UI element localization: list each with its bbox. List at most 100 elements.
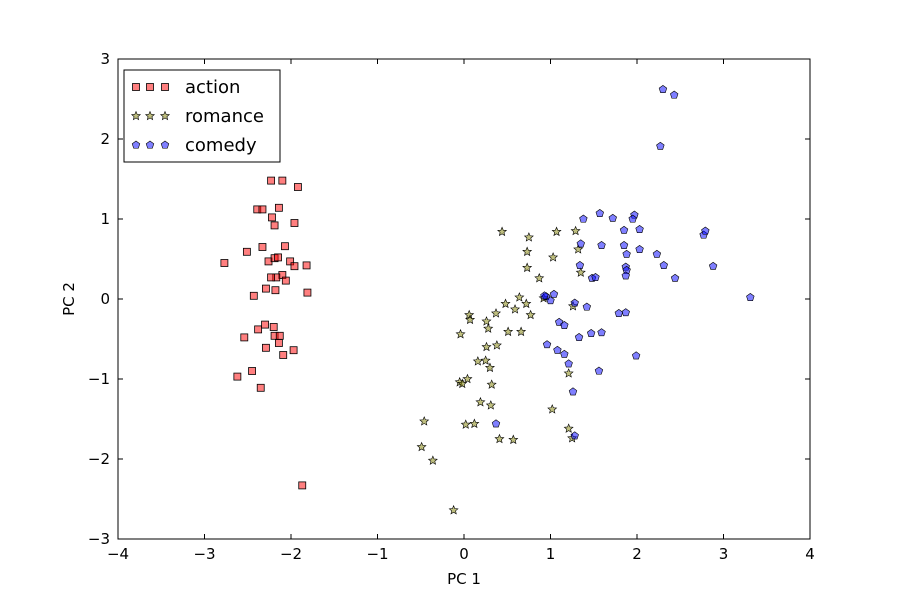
romance-point bbox=[510, 304, 521, 314]
y-tick-label: −1 bbox=[88, 370, 110, 388]
comedy-point bbox=[594, 366, 604, 375]
comedy-point bbox=[591, 273, 600, 281]
romance-point bbox=[419, 416, 430, 426]
action-point bbox=[268, 213, 276, 222]
comedy-point bbox=[574, 333, 584, 341]
action-point bbox=[281, 276, 290, 285]
action-point bbox=[274, 203, 283, 212]
action-point bbox=[275, 331, 284, 340]
romance-point bbox=[460, 419, 471, 429]
action-point bbox=[303, 288, 312, 297]
romance-point bbox=[500, 298, 511, 309]
comedy-point bbox=[570, 431, 579, 440]
comedy-point bbox=[491, 419, 501, 428]
romance-point bbox=[475, 396, 486, 407]
action-point bbox=[262, 284, 270, 293]
action-point bbox=[294, 183, 302, 191]
comedy-point bbox=[597, 328, 606, 337]
comedy-point bbox=[622, 249, 631, 258]
comedy-point bbox=[595, 209, 604, 217]
legend-marker bbox=[146, 83, 154, 91]
romance-point bbox=[469, 418, 480, 429]
romance-point bbox=[457, 378, 468, 389]
action-point bbox=[302, 261, 311, 270]
romance-point bbox=[548, 252, 559, 262]
comedy-point bbox=[670, 90, 679, 99]
x-tick-label: −2 bbox=[280, 545, 302, 563]
comedy-point bbox=[635, 225, 644, 233]
x-tick-label: −1 bbox=[366, 545, 388, 563]
romance-point bbox=[427, 455, 438, 465]
romance-point bbox=[534, 272, 545, 283]
romance-point bbox=[486, 379, 497, 389]
action-point bbox=[242, 247, 251, 256]
comedy-point bbox=[619, 225, 629, 234]
x-tick-label: 1 bbox=[546, 545, 556, 563]
action-point bbox=[248, 367, 256, 375]
comedy-point bbox=[564, 359, 573, 368]
romance-point bbox=[455, 328, 466, 339]
romance-point bbox=[491, 340, 502, 350]
comedy-point bbox=[579, 214, 588, 223]
romance-point bbox=[462, 373, 473, 384]
action-point bbox=[254, 325, 263, 334]
comedy-point bbox=[570, 298, 579, 307]
comedy-point bbox=[658, 85, 668, 93]
action-point bbox=[270, 221, 279, 230]
comedy-point bbox=[631, 351, 641, 360]
action-point bbox=[220, 259, 229, 267]
comedy-point bbox=[652, 249, 662, 258]
romance-point bbox=[563, 368, 574, 378]
comedy-point bbox=[621, 308, 630, 317]
action-point bbox=[286, 257, 295, 266]
comedy-point bbox=[553, 345, 562, 354]
romance-point bbox=[522, 262, 533, 273]
action-point bbox=[267, 273, 276, 282]
x-tick-label: −3 bbox=[193, 545, 215, 563]
legend-marker bbox=[160, 140, 170, 149]
legend: action romance comedy bbox=[123, 69, 281, 163]
action-point bbox=[278, 176, 287, 185]
comedy-point bbox=[656, 141, 665, 150]
y-tick-label: −3 bbox=[88, 530, 110, 548]
x-axis-label: PC 1 bbox=[447, 570, 481, 588]
comedy-point bbox=[628, 214, 637, 223]
action-point bbox=[274, 253, 282, 262]
romance-point bbox=[522, 246, 533, 257]
y-tick-label: 0 bbox=[100, 290, 110, 308]
comedy-point bbox=[586, 329, 596, 337]
romance-point bbox=[485, 400, 496, 410]
romance-point bbox=[481, 341, 492, 352]
legend-label: action bbox=[185, 77, 240, 98]
comedy-point bbox=[576, 239, 585, 248]
comedy-point bbox=[575, 261, 585, 269]
x-tick-label: 4 bbox=[805, 545, 815, 563]
legend-label: romance bbox=[185, 106, 264, 127]
romance-point bbox=[465, 314, 476, 325]
romance-point bbox=[483, 323, 494, 333]
action-point bbox=[289, 346, 298, 355]
romance-point bbox=[416, 441, 427, 452]
legend-item-comedy: comedy bbox=[131, 135, 257, 156]
comedy-point bbox=[701, 226, 710, 235]
comedy-point bbox=[568, 387, 578, 396]
comedy-point bbox=[708, 261, 718, 270]
action-point bbox=[258, 243, 267, 251]
comedy-point bbox=[608, 213, 617, 222]
comedy-point bbox=[659, 261, 668, 269]
legend-item-romance: romance bbox=[130, 106, 264, 127]
action-point bbox=[256, 383, 265, 392]
romance-point bbox=[516, 326, 527, 337]
legend-marker bbox=[144, 110, 156, 121]
legend-label: comedy bbox=[185, 135, 257, 156]
series-action bbox=[220, 176, 312, 490]
comedy-point bbox=[549, 289, 559, 298]
action-point bbox=[258, 205, 267, 214]
comedy-point bbox=[560, 321, 569, 329]
romance-point bbox=[494, 433, 505, 444]
comedy-point bbox=[582, 302, 591, 311]
romance-point bbox=[484, 362, 495, 373]
action-point bbox=[233, 372, 242, 381]
romance-point bbox=[575, 267, 586, 277]
